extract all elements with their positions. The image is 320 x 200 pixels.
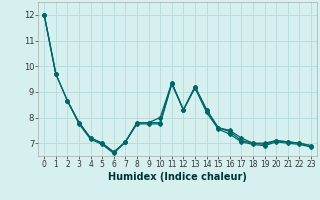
X-axis label: Humidex (Indice chaleur): Humidex (Indice chaleur) bbox=[108, 172, 247, 182]
